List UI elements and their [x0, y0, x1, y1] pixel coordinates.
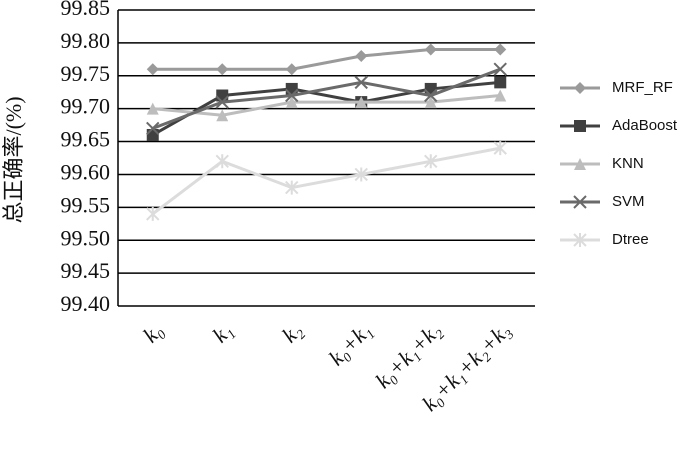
x-tick-label: k₂: [277, 317, 307, 347]
y-tick-label: 99.50: [61, 225, 111, 250]
y-tick-label: 99.65: [61, 127, 111, 152]
series-line: [152, 67, 501, 130]
y-tick-label: 99.55: [61, 192, 111, 217]
legend-label: Dtree: [612, 231, 649, 248]
y-tick-label: 99.85: [61, 0, 111, 20]
marker: [146, 63, 159, 76]
marker: [494, 76, 507, 89]
legend-label: AdaBoost: [612, 117, 678, 134]
y-tick-label: 99.40: [61, 291, 111, 316]
marker: [216, 89, 229, 102]
y-tick-label: 99.70: [61, 94, 111, 119]
marker: [424, 88, 438, 103]
marker: [493, 141, 507, 156]
y-tick-label: 99.75: [61, 61, 111, 86]
marker: [216, 63, 229, 76]
marker: [354, 167, 368, 182]
marker: [146, 102, 159, 115]
y-tick-label: 99.80: [61, 28, 111, 53]
y-axis-label: 总正确率/(%): [1, 96, 26, 223]
y-tick-label: 99.60: [61, 159, 111, 184]
legend-label: KNN: [612, 155, 644, 172]
marker: [493, 62, 507, 76]
series-line: [152, 47, 501, 71]
marker: [146, 128, 159, 141]
marker: [354, 75, 368, 90]
marker: [573, 233, 587, 247]
y-tick-label: 99.45: [61, 258, 111, 283]
marker: [573, 195, 587, 209]
marker: [424, 154, 438, 169]
marker: [285, 96, 298, 109]
marker: [216, 109, 229, 122]
marker: [494, 43, 507, 56]
marker: [146, 206, 160, 221]
x-tick-label: k₁: [207, 317, 237, 347]
marker: [424, 43, 437, 56]
marker: [355, 50, 368, 63]
marker: [146, 121, 160, 136]
marker: [424, 96, 437, 109]
marker: [285, 180, 299, 195]
marker: [355, 96, 368, 109]
x-tick-label: k₀+k₁: [324, 317, 377, 370]
series-line: [152, 80, 501, 137]
marker: [574, 82, 586, 94]
legend-label: MRF_RF: [612, 79, 673, 96]
marker: [285, 82, 298, 95]
series-line: [152, 94, 501, 117]
marker: [574, 120, 586, 132]
marker: [285, 63, 298, 76]
marker: [215, 95, 229, 109]
marker: [574, 158, 586, 170]
series-line: [151, 146, 501, 216]
legend-label: SVM: [612, 193, 645, 210]
x-tick-label: k₀: [138, 317, 168, 347]
marker: [215, 154, 229, 169]
marker: [494, 89, 507, 102]
marker: [285, 88, 299, 103]
